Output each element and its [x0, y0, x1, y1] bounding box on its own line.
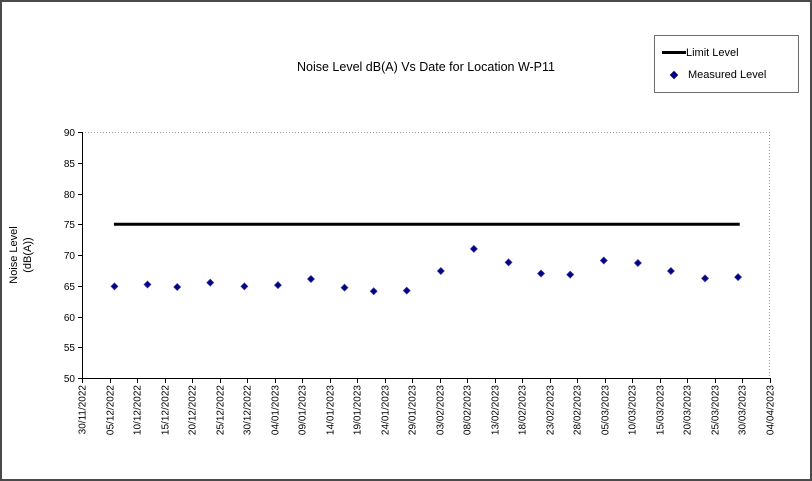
measured-point	[666, 266, 675, 275]
x-tick-label: 04/01/2023	[271, 385, 282, 435]
measured-point	[504, 258, 513, 267]
measured-point	[206, 278, 215, 287]
x-tick-label: 18/02/2023	[518, 385, 529, 435]
x-tick-label: 05/03/2023	[601, 385, 612, 435]
x-tick-label: 25/03/2023	[711, 385, 722, 435]
measured-point	[240, 282, 249, 291]
y-tick-label: 80	[64, 190, 76, 201]
measured-point	[306, 274, 315, 283]
x-tick-label: 04/04/2023	[766, 385, 777, 435]
measured-point	[469, 244, 478, 253]
chart-title: Noise Level dB(A) Vs Date for Location W…	[297, 60, 555, 74]
x-tick-label: 05/12/2022	[106, 385, 117, 435]
legend-label-measured-level: Measured Level	[688, 69, 767, 82]
x-tick-label: 10/12/2022	[133, 385, 144, 435]
y-tick-label: 90	[64, 128, 76, 139]
x-tick-label: 09/01/2023	[298, 385, 309, 435]
measured-point	[436, 266, 445, 275]
x-tick-label: 25/12/2022	[216, 385, 227, 435]
x-tick-label: 30/12/2022	[243, 385, 254, 435]
measured-point	[173, 282, 182, 291]
x-tick-label: 15/12/2022	[161, 385, 172, 435]
x-tick-label: 03/02/2023	[436, 385, 447, 435]
measured-point	[143, 280, 152, 289]
y-tick-label: 65	[64, 282, 76, 293]
measured-point	[734, 273, 743, 282]
x-tick-label: 20/03/2023	[683, 385, 694, 435]
x-tick-label: 08/02/2023	[463, 385, 474, 435]
legend-entry-measured-level: Measured Level	[655, 69, 798, 81]
measured-point	[701, 274, 710, 283]
measured-point	[599, 256, 608, 265]
x-tick-label: 14/01/2023	[326, 385, 337, 435]
y-tick-label: 85	[64, 159, 76, 170]
x-tick-label: 19/01/2023	[353, 385, 364, 435]
limit-level-line-swatch	[662, 51, 686, 55]
diamond-marker-icon	[669, 71, 679, 80]
y-tick-label: 55	[64, 343, 76, 354]
x-tick-label: 10/03/2023	[628, 385, 639, 435]
legend-label-limit-level: Limit Level	[686, 46, 739, 59]
measured-point	[566, 270, 575, 279]
x-tick-label: 24/01/2023	[381, 385, 392, 435]
y-tick-label: 60	[64, 313, 76, 324]
y-tick-label: 75	[64, 220, 76, 231]
x-tick-label: 28/02/2023	[573, 385, 584, 435]
legend: Limit Level Measured Level	[654, 35, 799, 93]
x-tick-label: 23/02/2023	[546, 385, 557, 435]
x-tick-label: 30/03/2023	[738, 385, 749, 435]
x-tick-label: 20/12/2022	[188, 385, 199, 435]
y-tick-label: 50	[64, 374, 76, 385]
x-tick-label: 15/03/2023	[656, 385, 667, 435]
measured-point	[633, 259, 642, 267]
measured-point	[402, 286, 411, 295]
y-tick-label: 70	[64, 251, 76, 262]
legend-entry-limit-level: Limit Level	[655, 47, 798, 59]
x-tick-label: 13/02/2023	[491, 385, 502, 435]
measured-point	[537, 269, 546, 278]
x-tick-label: 29/01/2023	[408, 385, 419, 435]
measured-point	[340, 283, 349, 292]
x-tick-label: 30/11/2022	[78, 385, 89, 435]
measured-point	[110, 282, 119, 291]
measured-point	[273, 281, 282, 290]
measured-point	[369, 287, 378, 296]
measured-level-marker-swatch	[662, 69, 686, 81]
